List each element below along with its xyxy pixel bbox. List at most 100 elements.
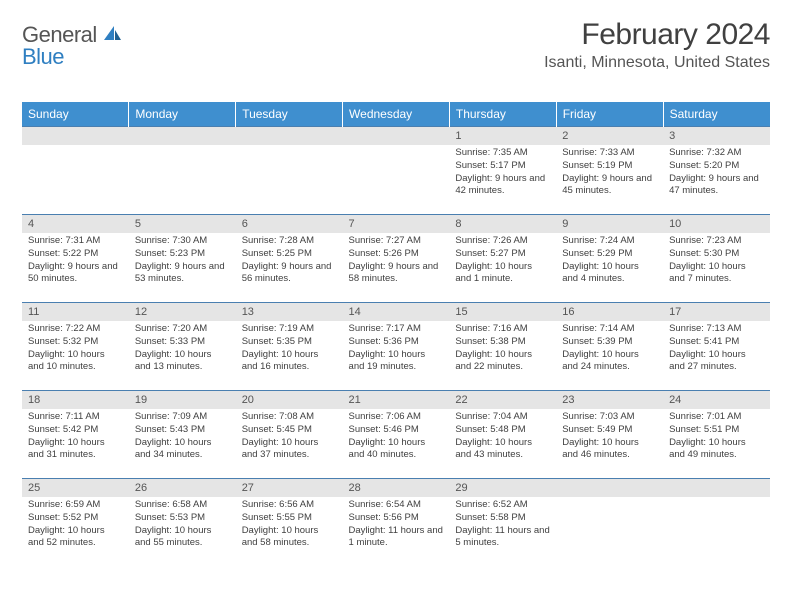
day-detail: Sunrise: 7:32 AMSunset: 5:20 PMDaylight:… (663, 145, 770, 202)
calendar-day-cell: 3Sunrise: 7:32 AMSunset: 5:20 PMDaylight… (663, 127, 770, 215)
daylight-text: Daylight: 9 hours and 45 minutes. (562, 173, 657, 199)
day-number: 1 (449, 127, 556, 145)
day-number: 10 (663, 215, 770, 233)
day-number: 3 (663, 127, 770, 145)
sunset-text: Sunset: 5:33 PM (135, 336, 230, 349)
day-detail: Sunrise: 6:58 AMSunset: 5:53 PMDaylight:… (129, 497, 236, 554)
calendar-day-cell: 18Sunrise: 7:11 AMSunset: 5:42 PMDayligh… (22, 391, 129, 479)
calendar-day-cell: 23Sunrise: 7:03 AMSunset: 5:49 PMDayligh… (556, 391, 663, 479)
calendar-day-cell (556, 479, 663, 567)
calendar-day-cell: 14Sunrise: 7:17 AMSunset: 5:36 PMDayligh… (343, 303, 450, 391)
calendar-day-cell: 12Sunrise: 7:20 AMSunset: 5:33 PMDayligh… (129, 303, 236, 391)
daylight-text: Daylight: 10 hours and 49 minutes. (669, 437, 764, 463)
calendar-day-cell: 8Sunrise: 7:26 AMSunset: 5:27 PMDaylight… (449, 215, 556, 303)
daylight-text: Daylight: 10 hours and 24 minutes. (562, 349, 657, 375)
day-detail: Sunrise: 6:59 AMSunset: 5:52 PMDaylight:… (22, 497, 129, 554)
logo-sail-icon (102, 24, 122, 47)
day-number: 15 (449, 303, 556, 321)
sunrise-text: Sunrise: 6:52 AM (455, 499, 550, 512)
calendar-week-row: 4 Sunrise: 7:31 AMSunset: 5:22 PM Daylight… (22, 215, 770, 303)
weekday-header: Thursday (449, 102, 556, 127)
sunset-text: Sunset: 5:41 PM (669, 336, 764, 349)
sunrise-text: Sunrise: 7:11 AM (28, 411, 123, 424)
day-number: 25 (22, 479, 129, 497)
weekday-header: Sunday (22, 102, 129, 127)
day-number-empty (556, 479, 663, 497)
daylight-text: Daylight: 10 hours and 19 minutes. (349, 349, 444, 375)
sunrise-text: Sunrise: 7:06 AM (349, 411, 444, 424)
sunset-text: Sunset: 5:32 PM (28, 336, 123, 349)
daylight-text: Daylight: 10 hours and 22 minutes. (455, 349, 550, 375)
calendar-day-cell: 28Sunrise: 6:54 AMSunset: 5:56 PMDayligh… (343, 479, 450, 567)
weekday-header: Wednesday (343, 102, 450, 127)
calendar-day-cell: 4Sunrise: 7:31 AMSunset: 5:22 PMDaylight… (22, 215, 129, 303)
day-number-empty (236, 127, 343, 145)
calendar-day-cell: 15Sunrise: 7:16 AMSunset: 5:38 PMDayligh… (449, 303, 556, 391)
calendar-day-cell (129, 127, 236, 215)
day-number: 2 (556, 127, 663, 145)
sunset-text: Sunset: 5:19 PM (562, 160, 657, 173)
calendar-day-cell: 22Sunrise: 7:04 AMSunset: 5:48 PMDayligh… (449, 391, 556, 479)
day-number: 28 (343, 479, 450, 497)
sunrise-text: Sunrise: 7:01 AM (669, 411, 764, 424)
day-number-empty (22, 127, 129, 145)
day-number: 27 (236, 479, 343, 497)
sunset-text: Sunset: 5:39 PM (562, 336, 657, 349)
day-number-empty (663, 479, 770, 497)
daylight-text: Daylight: 10 hours and 10 minutes. (28, 349, 123, 375)
sunrise-text: Sunrise: 7:31 AM (28, 235, 123, 248)
sunset-text: Sunset: 5:43 PM (135, 424, 230, 437)
day-number-empty (129, 127, 236, 145)
weekday-header: Friday (556, 102, 663, 127)
day-number: 6 (236, 215, 343, 233)
day-number: 4 (22, 215, 129, 233)
day-detail: Sunrise: 7:24 AMSunset: 5:29 PMDaylight:… (556, 233, 663, 290)
sunrise-text: Sunrise: 7:17 AM (349, 323, 444, 336)
calendar-day-cell (236, 127, 343, 215)
day-detail: Sunrise: 7:27 AMSunset: 5:26 PMDaylight:… (343, 233, 450, 290)
day-detail: Sunrise: 6:54 AMSunset: 5:56 PMDaylight:… (343, 497, 450, 554)
day-number: 16 (556, 303, 663, 321)
calendar-day-cell: 1Sunrise: 7:35 AMSunset: 5:17 PMDaylight… (449, 127, 556, 215)
day-detail: Sunrise: 7:35 AMSunset: 5:17 PMDaylight:… (449, 145, 556, 202)
sunset-text: Sunset: 5:53 PM (135, 512, 230, 525)
sunrise-text: Sunrise: 7:19 AM (242, 323, 337, 336)
sunset-text: Sunset: 5:20 PM (669, 160, 764, 173)
calendar-day-cell: 6Sunrise: 7:28 AMSunset: 5:25 PMDaylight… (236, 215, 343, 303)
sunrise-text: Sunrise: 7:27 AM (349, 235, 444, 248)
day-number: 5 (129, 215, 236, 233)
calendar-week-row: 18Sunrise: 7:11 AMSunset: 5:42 PMDayligh… (22, 391, 770, 479)
day-number: 22 (449, 391, 556, 409)
daylight-text: Daylight: 11 hours and 1 minute. (349, 525, 444, 551)
calendar-day-cell: 13Sunrise: 7:19 AMSunset: 5:35 PMDayligh… (236, 303, 343, 391)
sunrise-text: Sunrise: 7:14 AM (562, 323, 657, 336)
sunrise-text: Sunrise: 7:16 AM (455, 323, 550, 336)
daylight-text: Daylight: 11 hours and 5 minutes. (455, 525, 550, 551)
daylight-text: Daylight: 10 hours and 27 minutes. (669, 349, 764, 375)
day-detail: Sunrise: 7:11 AMSunset: 5:42 PMDaylight:… (22, 409, 129, 466)
calendar-page: General February 2024 Isanti, Minnesota,… (0, 0, 792, 585)
sunrise-text: Sunrise: 6:54 AM (349, 499, 444, 512)
daylight-text: Daylight: 10 hours and 16 minutes. (242, 349, 337, 375)
location-subtitle: Isanti, Minnesota, United States (544, 54, 770, 72)
sunset-text: Sunset: 5:30 PM (669, 248, 764, 261)
day-number: 14 (343, 303, 450, 321)
daylight-text: Daylight: 10 hours and 4 minutes. (562, 261, 657, 287)
day-detail: Sunrise: 7:26 AMSunset: 5:27 PMDaylight:… (449, 233, 556, 290)
day-detail: Sunrise: 7:20 AMSunset: 5:33 PMDaylight:… (129, 321, 236, 378)
sunrise-text: Sunrise: 7:13 AM (669, 323, 764, 336)
day-number: 11 (22, 303, 129, 321)
sunrise-text: Sunrise: 7:33 AM (562, 147, 657, 160)
day-number: 29 (449, 479, 556, 497)
sunset-text: Sunset: 5:29 PM (562, 248, 657, 261)
sunset-text: Sunset: 5:23 PM (135, 248, 230, 261)
sunset-text: Sunset: 5:22 PM (28, 248, 123, 261)
sunset-text: Sunset: 5:46 PM (349, 424, 444, 437)
calendar-day-cell: 26Sunrise: 6:58 AMSunset: 5:53 PMDayligh… (129, 479, 236, 567)
sunset-text: Sunset: 5:45 PM (242, 424, 337, 437)
calendar-week-row: 25Sunrise: 6:59 AMSunset: 5:52 PMDayligh… (22, 479, 770, 567)
day-number: 26 (129, 479, 236, 497)
day-number-empty (343, 127, 450, 145)
sunrise-text: Sunrise: 6:58 AM (135, 499, 230, 512)
logo-blue-wrap: Blue (22, 44, 64, 70)
